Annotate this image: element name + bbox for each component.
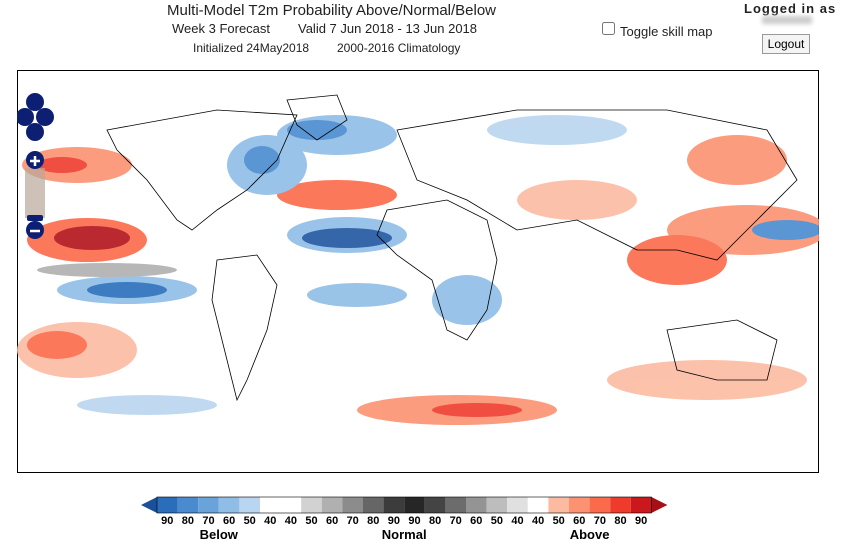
legend-label: 60	[470, 515, 482, 527]
legend-label: 80	[367, 515, 379, 527]
legend-label: 70	[594, 515, 606, 527]
init-date: Initialized 24May2018	[193, 41, 310, 55]
legend-label: 80	[614, 515, 626, 527]
legend-label: 90	[161, 515, 173, 527]
legend-swatch	[486, 497, 508, 513]
login-status: Logged in as	[744, 1, 837, 16]
legend-label: 90	[388, 515, 400, 527]
legend-label: 90	[408, 515, 420, 527]
forecast-week: Week 3 Forecast	[172, 21, 271, 36]
legend-arrow-low	[141, 497, 157, 513]
legend-swatch	[466, 497, 487, 513]
skill-toggle[interactable]	[602, 22, 615, 35]
legend-swatch	[198, 497, 219, 513]
legend-label: 60	[573, 515, 585, 527]
legend-swatch	[342, 497, 363, 513]
legend-label: 80	[429, 515, 441, 527]
legend-label: 40	[285, 515, 297, 527]
legend-label: 90	[635, 515, 647, 527]
coastlines	[106, 94, 798, 402]
legend-swatch	[404, 497, 425, 513]
legend-swatch	[589, 497, 611, 513]
legend-swatch	[445, 497, 466, 513]
legend-swatch	[548, 497, 569, 513]
legend-label: 50	[244, 515, 256, 527]
legend-swatch	[301, 497, 322, 513]
legend-below: Below	[200, 527, 239, 542]
climatology: 2000-2016 Climatology	[337, 41, 461, 55]
legend-swatch	[630, 497, 652, 513]
legend-swatch	[177, 497, 199, 513]
valid-dates: Valid 7 Jun 2018 - 13 Jun 2018	[298, 21, 478, 36]
legend-border	[156, 496, 652, 514]
legend-above: Above	[570, 527, 610, 542]
toggle-label: Toggle skill map	[620, 24, 713, 39]
forecast-map[interactable]	[17, 70, 819, 473]
legend-label: 50	[553, 515, 565, 527]
legend-swatch	[280, 497, 302, 513]
legend-swatch	[527, 497, 549, 513]
legend-swatch	[260, 497, 281, 513]
legend-swatch	[363, 497, 384, 513]
legend-label: 50	[305, 515, 317, 527]
color-legend: 90 80 70 60 50 40 40 50 60 70 80 90 90 80 70 60 50 40 40 50…	[141, 496, 668, 542]
legend-swatch	[507, 497, 528, 513]
legend-label: 40	[511, 515, 523, 527]
username	[762, 16, 812, 24]
legend-arrow-high	[651, 497, 668, 513]
legend-swatch	[383, 497, 405, 513]
legend-label: 40	[532, 515, 544, 527]
legend-label: 60	[326, 515, 338, 527]
legend-label: 70	[202, 515, 214, 527]
legend-swatch	[239, 497, 260, 513]
legend-label: 40	[264, 515, 276, 527]
legend-swatch	[218, 497, 240, 513]
legend-swatch	[321, 497, 343, 513]
logout-button[interactable]: Logout	[762, 34, 810, 54]
legend-label: 50	[491, 515, 503, 527]
legend-swatch	[157, 497, 178, 513]
legend-swatch	[569, 497, 590, 513]
legend-label: 80	[182, 515, 194, 527]
zoom-control[interactable]	[17, 90, 57, 245]
legend-label: 70	[450, 515, 462, 527]
legend-swatch	[610, 497, 631, 513]
legend-label: 60	[223, 515, 235, 527]
legend-swatch	[424, 497, 446, 513]
probability-shading	[17, 115, 819, 425]
legend-label: 70	[347, 515, 359, 527]
title: Multi-Model T2m Probability Above/Normal…	[167, 2, 497, 19]
legend-normal: Normal	[382, 527, 427, 542]
